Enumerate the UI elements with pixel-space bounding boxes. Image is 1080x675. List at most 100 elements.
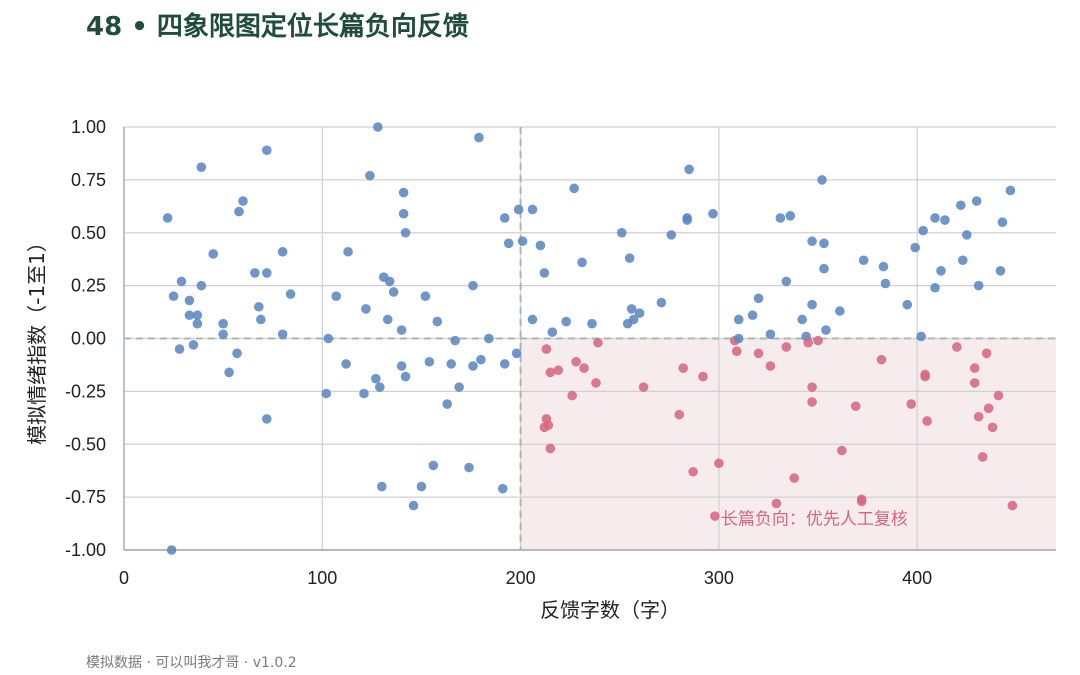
data-point [176, 276, 187, 287]
data-point [398, 208, 409, 219]
data-point [517, 236, 528, 247]
y-tick-label: -1.00 [65, 540, 106, 560]
data-point-long-negative [922, 416, 932, 426]
data-point [442, 399, 453, 409]
data-point [817, 175, 827, 185]
data-point [254, 301, 264, 312]
data-point [747, 310, 758, 321]
data-point [940, 215, 950, 225]
data-point [587, 318, 597, 329]
data-point [361, 304, 371, 314]
data-point [261, 414, 272, 424]
data-point [684, 164, 694, 175]
data-point [408, 500, 419, 511]
data-point-long-negative [731, 346, 742, 356]
data-point [341, 359, 351, 369]
data-point [958, 255, 968, 266]
footer-note: 模拟数据 · 可以叫我才哥 · v1.0.2 [86, 655, 297, 671]
data-point [497, 483, 508, 494]
data-point [321, 388, 332, 399]
data-point [376, 481, 387, 492]
data-point [535, 240, 546, 251]
data-point [428, 460, 439, 471]
y-tick-label: -0.25 [65, 381, 106, 401]
data-point [930, 282, 940, 293]
data-point [218, 329, 228, 340]
data-point [626, 304, 637, 314]
data-point-long-negative [545, 443, 556, 454]
data-point-long-negative [981, 348, 992, 359]
y-tick-label: 0.50 [71, 223, 106, 243]
data-point [365, 170, 375, 181]
data-point-long-negative [807, 382, 817, 392]
data-point [918, 225, 928, 236]
data-point [446, 359, 456, 369]
data-point [285, 289, 296, 299]
y-tick-label: 0.75 [71, 170, 106, 190]
data-point [527, 314, 538, 325]
data-point-long-negative [698, 371, 708, 382]
data-point [910, 242, 921, 253]
data-point [400, 227, 411, 238]
data-point [666, 230, 677, 240]
data-point [250, 268, 260, 278]
data-point-long-negative [781, 342, 792, 352]
data-point [902, 299, 913, 310]
data-point-long-negative [789, 473, 800, 483]
x-tick-label: 400 [902, 568, 932, 588]
data-point-long-negative [906, 399, 917, 409]
data-point [503, 238, 514, 249]
data-point [561, 316, 572, 327]
data-point-long-negative [993, 390, 1004, 401]
data-point-long-negative [553, 365, 564, 376]
data-point [184, 295, 195, 306]
data-point-long-negative [920, 371, 930, 382]
data-point [656, 297, 667, 308]
data-point [196, 162, 207, 172]
data-point [775, 213, 786, 223]
data-point [682, 213, 692, 223]
data-point [956, 200, 966, 211]
data-point [371, 373, 381, 384]
data-point [577, 257, 587, 268]
data-point-long-negative [674, 409, 685, 420]
data-point-long-negative [638, 382, 649, 392]
data-point [527, 204, 538, 215]
data-point [628, 314, 639, 325]
data-point [634, 308, 645, 318]
data-point [569, 183, 579, 194]
data-point-long-negative [688, 466, 698, 477]
data-point [192, 310, 203, 321]
data-point-long-negative [765, 361, 776, 371]
data-point [424, 356, 435, 367]
data-point [196, 280, 207, 291]
data-point [835, 306, 845, 316]
data-point [733, 333, 744, 344]
data-point-long-negative [813, 335, 823, 346]
data-point [188, 340, 199, 350]
data-point [513, 204, 524, 215]
data-point-long-negative [1007, 500, 1018, 511]
y-tick-label: 0.00 [71, 329, 106, 349]
data-point [162, 213, 173, 223]
data-point [916, 331, 926, 342]
x-tick-label: 0 [119, 568, 129, 588]
y-tick-label: -0.50 [65, 434, 106, 454]
data-point [208, 249, 219, 259]
data-point-long-negative [837, 445, 847, 456]
tick-labels: 0 100 200 300 400 -1.00 -0.75 -0.50 -0.25 0.00 0.2… [65, 117, 932, 588]
data-point-long-negative [591, 378, 601, 388]
data-point-long-negative [850, 401, 861, 411]
data-point [432, 316, 443, 327]
data-point-long-negative [952, 342, 962, 352]
data-point [624, 253, 635, 263]
data-point [382, 314, 393, 325]
data-point [224, 367, 234, 378]
data-point-long-negative [856, 494, 867, 505]
data-point [420, 291, 431, 302]
data-point [218, 318, 228, 329]
data-point [373, 122, 383, 132]
x-tick-label: 100 [307, 568, 337, 588]
data-point [166, 545, 177, 555]
data-point [781, 276, 792, 287]
